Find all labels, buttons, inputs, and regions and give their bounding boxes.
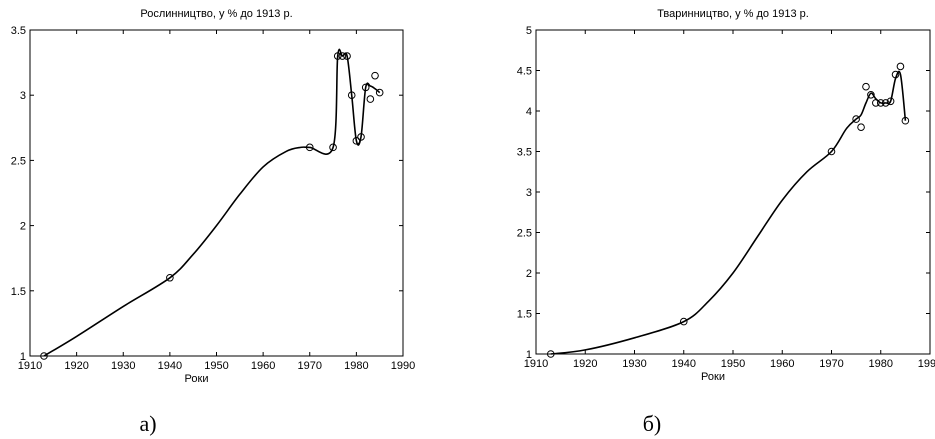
chart-livestock-production: Тваринництво, у % до 1913 р. 1910 1920 1930…: [517, 8, 935, 436]
data-point: [881, 99, 890, 107]
data-point: [361, 83, 370, 92]
plot-area: [29, 29, 404, 357]
data-point: [679, 317, 688, 326]
data-point: [366, 95, 375, 103]
data-point: [886, 97, 895, 106]
chart-caption: а): [139, 411, 156, 436]
y-tick-label: 4.5: [517, 66, 532, 78]
y-tick-label: 3.5: [517, 147, 532, 159]
y-tick-label: 1: [20, 351, 26, 363]
data-point: [852, 115, 860, 123]
data-point: [333, 52, 342, 60]
x-tick-label: 1920: [64, 360, 88, 372]
x-tick-label: 1950: [721, 358, 745, 370]
y-tick-label: 3: [20, 90, 26, 102]
x-tick-label: 1980: [869, 358, 893, 370]
x-tick-label: 1990: [918, 358, 935, 370]
x-axis-label: Роки: [701, 371, 725, 383]
x-tick-label: 1940: [158, 360, 182, 372]
data-point: [352, 137, 361, 145]
x-tick-label: 1970: [298, 360, 322, 372]
data-point: [896, 62, 905, 71]
data-point: [546, 350, 555, 358]
chart-title: Тваринництво, у % до 1913 р.: [657, 8, 809, 20]
x-tick-label: 1930: [622, 358, 646, 370]
data-point: [40, 352, 48, 360]
y-tick-label: 1.5: [517, 309, 532, 321]
data-point: [329, 143, 337, 152]
data-point: [876, 99, 885, 107]
data-point: [901, 116, 910, 125]
y-tick-label: 2: [526, 268, 532, 280]
y-tick-label: 3.5: [11, 25, 26, 37]
chart-title: Рослинництво, у % до 1913 р.: [140, 8, 292, 20]
x-axis-label: Роки: [185, 373, 209, 385]
data-point: [862, 82, 870, 91]
data-point: [375, 88, 384, 97]
y-tick-label: 2: [20, 221, 26, 233]
x-tick-label: 1960: [251, 360, 275, 372]
y-tick-label: 1: [526, 349, 532, 361]
data-point: [371, 71, 379, 80]
chart-caption: б): [643, 411, 662, 436]
x-tick-label: 1980: [344, 360, 368, 372]
x-tick-label: 1920: [573, 358, 597, 370]
x-tick-label: 1970: [819, 358, 843, 370]
plot-area: [535, 29, 931, 355]
x-tick-label: 1940: [672, 358, 696, 370]
y-tick-label: 4: [526, 106, 532, 118]
x-tick-label: 1930: [111, 360, 135, 372]
x-tick-label: 1990: [391, 360, 415, 372]
data-point: [338, 52, 347, 60]
series-line: [43, 48, 381, 357]
x-tick-label: 1950: [204, 360, 228, 372]
chart-crop-production: Рослинництво, у % до 1913 р. 1910 1920 1930…: [11, 8, 416, 436]
data-point: [357, 133, 365, 141]
data-point: [872, 99, 880, 107]
data-point: [827, 147, 836, 156]
x-tick-label: 1960: [770, 358, 794, 370]
y-tick-label: 2.5: [11, 155, 26, 167]
x-tick-label: 1910: [524, 358, 548, 370]
x-tick-label: 1910: [18, 360, 42, 372]
data-point: [305, 143, 314, 152]
data-point: [166, 273, 174, 282]
y-tick-label: 5: [526, 25, 532, 37]
data-point: [343, 52, 351, 60]
y-tick-label: 3: [526, 187, 532, 199]
data-point: [867, 91, 875, 99]
y-tick-label: 1.5: [11, 286, 26, 298]
data-point: [857, 123, 865, 131]
data-point: [347, 91, 356, 99]
data-point: [891, 70, 900, 79]
y-tick-label: 2.5: [517, 228, 532, 240]
